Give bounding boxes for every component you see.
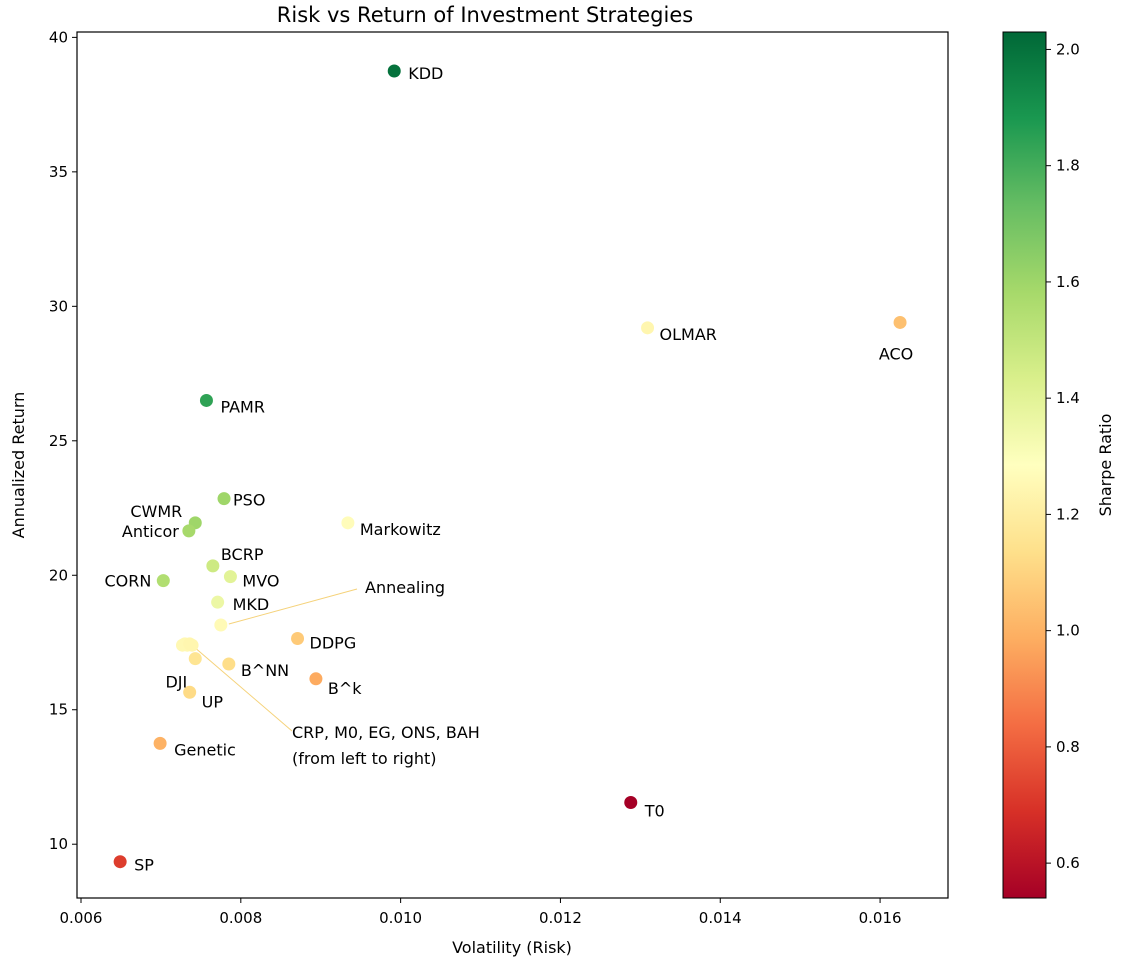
x-tick-label: 0.010 (379, 909, 422, 927)
point-b-nn (222, 657, 236, 671)
data-points (113, 64, 907, 869)
label-mvo: MVO (242, 572, 279, 591)
point-sp (113, 855, 127, 869)
point-corn (156, 574, 170, 588)
y-tick-label: 30 (49, 297, 68, 315)
label-b-k: B^k (328, 679, 362, 698)
point-pso (217, 492, 231, 506)
plot-frame (76, 31, 949, 899)
point-annealing (214, 618, 228, 632)
chart-title: Risk vs Return of Investment Strategies (277, 3, 693, 27)
label-bcrp: BCRP (221, 545, 264, 564)
colorbar-ticks: 0.6 0.8 1.0 1.2 1.4 1.6 1.8 2.0 (1046, 40, 1080, 872)
y-tick-label: 25 (49, 432, 68, 450)
label-kdd: KDD (408, 64, 443, 83)
y-tick-label: 35 (49, 163, 68, 181)
point-t0 (624, 796, 638, 810)
colorbar-tick-label: 0.6 (1056, 854, 1080, 872)
point-olmar (641, 321, 655, 335)
annotation-cluster-line: CRP, M0, EG, ONS, BAH (292, 723, 480, 742)
y-tick-label: 10 (49, 835, 68, 853)
colorbar-tick-label: 2.0 (1056, 40, 1080, 58)
point-ddpg (291, 631, 305, 645)
y-axis-ticks: 10 15 20 25 30 35 40 (49, 28, 77, 853)
colorbar-tick-label: 1.8 (1056, 157, 1080, 175)
label-cwmr: CWMR (130, 502, 182, 521)
label-olmar: OLMAR (660, 325, 717, 344)
point-dji (188, 652, 202, 666)
point-up (183, 685, 197, 699)
x-tick-label: 0.008 (219, 909, 262, 927)
annealing-annotation-line (228, 588, 358, 625)
x-tick-label: 0.006 (60, 909, 103, 927)
point-bcrp (206, 559, 220, 573)
y-tick-label: 15 (49, 701, 68, 719)
x-tick-label: 0.016 (859, 909, 902, 927)
label-t0: T0 (644, 802, 665, 821)
point-pamr (199, 393, 213, 407)
y-axis-label: Annualized Return (9, 392, 28, 539)
label-genetic: Genetic (174, 740, 236, 759)
label-mkd: MKD (233, 595, 270, 614)
label-pso: PSO (233, 491, 265, 510)
x-tick-label: 0.014 (699, 909, 742, 927)
label-ddpg: DDPG (310, 633, 357, 652)
annotation-annealing: Annealing (365, 578, 445, 597)
point-anticor (182, 524, 196, 538)
x-axis-ticks: 0.006 0.008 0.010 0.012 0.014 0.016 (60, 898, 902, 927)
y-tick-label: 20 (49, 566, 68, 584)
point-aco (893, 315, 907, 329)
annotation-lines (191, 588, 358, 732)
label-corn: CORN (104, 572, 151, 591)
point-b-k (309, 672, 323, 686)
colorbar-tick-label: 0.8 (1056, 738, 1080, 756)
label-up: UP (202, 692, 224, 711)
x-axis-label: Volatility (Risk) (452, 938, 572, 957)
label-pamr: PAMR (220, 397, 264, 416)
label-anticor: Anticor (122, 522, 179, 541)
label-sp: SP (134, 856, 154, 875)
point-kdd (387, 64, 401, 78)
cluster-annotation-line (191, 644, 293, 732)
y-tick-label: 40 (49, 28, 68, 46)
colorbar-tick-label: 1.4 (1056, 389, 1080, 407)
point-genetic (153, 736, 167, 750)
point-mkd (211, 595, 225, 609)
colorbar-gradient (1002, 31, 1047, 899)
colorbar-tick-label: 1.6 (1056, 273, 1080, 291)
point-bah (185, 638, 199, 652)
annotation-cluster-line: (from left to right) (292, 749, 437, 768)
colorbar: 0.6 0.8 1.0 1.2 1.4 1.6 1.8 2.0 Sharpe Ratio (1002, 31, 1115, 899)
label-aco: ACO (879, 344, 913, 363)
colorbar-label: Sharpe Ratio (1096, 414, 1115, 517)
point-mvo (223, 570, 237, 584)
x-tick-label: 0.012 (539, 909, 582, 927)
label-b-nn: B^NN (241, 661, 289, 680)
point-markowitz (341, 516, 355, 530)
colorbar-tick-label: 1.0 (1056, 622, 1080, 640)
label-markowitz: Markowitz (360, 520, 441, 539)
colorbar-tick-label: 1.2 (1056, 505, 1080, 523)
label-dji: DJI (165, 673, 187, 692)
